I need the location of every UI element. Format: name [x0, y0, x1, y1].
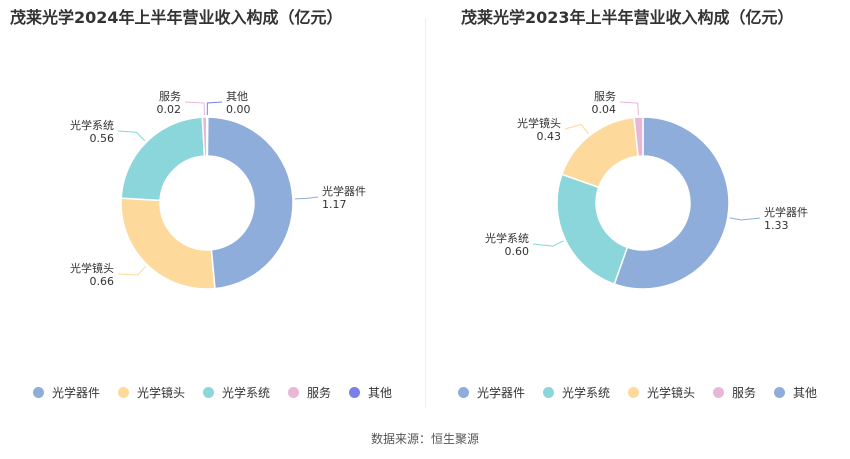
slice-name-label: 光学镜头	[70, 261, 114, 275]
slice-value-label: 0.02	[157, 103, 182, 116]
slice-value-label: 0.00	[226, 103, 251, 116]
leader-line	[564, 123, 589, 135]
legend-label: 其他	[793, 386, 818, 400]
slice-value-label: 1.17	[322, 198, 347, 211]
slice-name-label: 服务	[159, 90, 181, 103]
legend-label: 光学镜头	[646, 386, 695, 400]
slice-name-label: 光学器件	[764, 205, 808, 219]
chart-legend: 光学器件 光学系统 光学镜头 服务 其他	[425, 384, 850, 401]
legend-item[interactable]: 服务	[713, 384, 756, 401]
legend-item[interactable]: 光学器件	[457, 384, 525, 401]
leader-line	[619, 101, 639, 116]
slice-value-label: 0.56	[90, 132, 115, 145]
donut-slice-3	[633, 116, 644, 158]
slice-value-label: 1.33	[764, 219, 789, 232]
donut-slice-0	[206, 116, 294, 290]
legend-item[interactable]: 光学系统	[542, 384, 610, 401]
slice-value-label: 0.04	[592, 103, 617, 116]
legend-item[interactable]: 光学系统	[202, 384, 270, 401]
leader-line	[117, 130, 146, 142]
leader-line	[206, 101, 223, 116]
legend-dot-icon	[117, 387, 129, 398]
donut-slice-4	[206, 116, 209, 157]
slice-value-label: 0.66	[90, 275, 115, 288]
donut-slice-1	[556, 173, 629, 286]
panel-divider	[425, 18, 426, 408]
slice-name-label: 光学镜头	[517, 116, 561, 130]
slice-name-label: 光学系统	[70, 118, 114, 132]
legend-dot-icon	[774, 387, 786, 398]
chart-legend: 光学器件 光学镜头 光学系统 服务 其他	[0, 384, 425, 401]
leader-line	[532, 240, 564, 247]
legend-dot-icon	[349, 387, 361, 398]
legend-item[interactable]: 光学镜头	[627, 384, 695, 401]
chart-panel-2023: 茂莱光学2023年上半年营业收入构成（亿元） 光学器件 1.33 光学系统 0.60 光…	[425, 0, 850, 410]
slice-name-label: 光学系统	[485, 231, 529, 245]
chart-panel-2024: 茂莱光学2024年上半年营业收入构成（亿元） 光学器件 1.17 光学镜头 0.66 光…	[0, 0, 425, 410]
donut-slice-2	[560, 116, 639, 189]
legend-label: 光学系统	[561, 386, 610, 400]
legend-label: 其他	[368, 386, 393, 400]
legend-dot-icon	[32, 387, 44, 398]
slice-value-label: 0.60	[505, 245, 530, 258]
chart-title: 茂莱光学2023年上半年营业收入构成（亿元）	[461, 8, 794, 27]
leader-line	[294, 196, 319, 200]
legend-label: 光学系统	[221, 386, 270, 400]
slice-name-label: 光学器件	[322, 184, 366, 198]
chart-title: 茂莱光学2024年上半年营业收入构成（亿元）	[10, 8, 343, 27]
donut-slice-1	[120, 197, 216, 290]
data-source: 数据来源：恒生聚源	[370, 432, 479, 446]
legend-label: 服务	[732, 386, 757, 400]
legend-dot-icon	[627, 387, 639, 398]
legend-item[interactable]: 服务	[288, 384, 331, 401]
slice-name-label: 服务	[594, 90, 616, 103]
legend-label: 光学器件	[476, 386, 525, 400]
legend-dot-icon	[542, 387, 554, 398]
legend-label: 光学器件	[51, 386, 100, 400]
leader-line	[184, 101, 205, 116]
legend-dot-icon	[457, 387, 469, 398]
legend-label: 光学镜头	[136, 386, 185, 400]
legend-dot-icon	[288, 387, 299, 398]
legend-item[interactable]: 光学镜头	[117, 384, 185, 401]
slice-name-label: 其他	[226, 90, 248, 103]
leader-line	[729, 217, 761, 221]
legend-dot-icon	[202, 387, 214, 398]
legend-item[interactable]: 其他	[349, 384, 392, 401]
legend-dot-icon	[713, 387, 724, 398]
legend-item[interactable]: 光学器件	[32, 384, 100, 401]
donut-slice-2	[120, 116, 206, 202]
slice-value-label: 0.43	[537, 130, 562, 143]
legend-item[interactable]: 其他	[774, 384, 817, 401]
leader-line	[117, 265, 147, 276]
donut-slice-0	[613, 116, 730, 290]
legend-label: 服务	[307, 386, 332, 400]
